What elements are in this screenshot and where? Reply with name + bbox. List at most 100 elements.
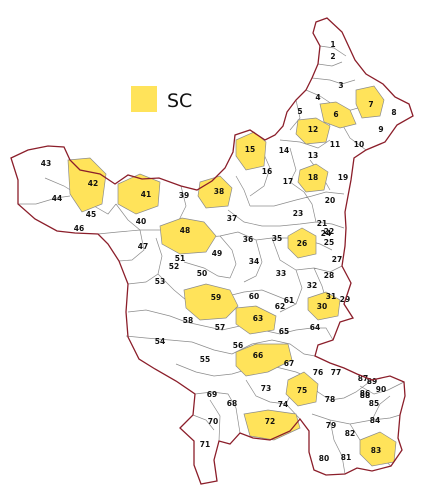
constituency-label-19: 19 — [338, 173, 348, 182]
constituency-label-84: 84 — [370, 416, 380, 425]
constituency-label-23: 23 — [293, 209, 303, 218]
constituency-label-5: 5 — [297, 107, 302, 116]
sc-regions — [67, 85, 397, 467]
constituency-label-88: 88 — [360, 391, 370, 400]
constituency-label-82: 82 — [345, 429, 355, 438]
constituency-label-28: 28 — [324, 271, 334, 280]
constituency-label-58: 58 — [183, 316, 193, 325]
constituency-label-15: 15 — [245, 145, 255, 154]
constituency-label-27: 27 — [332, 255, 342, 264]
constituency-label-30: 30 — [317, 302, 327, 311]
constituency-label-71: 71 — [200, 440, 210, 449]
constituency-label-61: 61 — [284, 296, 294, 305]
constituency-label-63: 63 — [253, 314, 263, 323]
legend: SC — [131, 86, 192, 112]
constituency-label-33: 33 — [276, 269, 286, 278]
constituency-label-44: 44 — [52, 194, 62, 203]
constituency-label-20: 20 — [325, 196, 335, 205]
constituency-label-79: 79 — [326, 421, 336, 430]
sc-region-30 — [307, 291, 341, 321]
constituency-label-36: 36 — [243, 235, 253, 244]
sc-region-48 — [159, 217, 217, 255]
sc-region-75 — [285, 371, 319, 407]
sc-region-66 — [235, 343, 293, 377]
constituency-label-62: 62 — [275, 302, 285, 311]
constituency-label-54: 54 — [155, 337, 165, 346]
constituency-label-69: 69 — [207, 390, 217, 399]
sc-region-41 — [117, 173, 161, 215]
constituency-label-78: 78 — [325, 395, 335, 404]
constituency-label-11: 11 — [330, 140, 340, 149]
constituency-label-8: 8 — [391, 108, 396, 117]
constituency-label-86: 86 — [360, 389, 370, 398]
constituency-label-76: 76 — [313, 368, 323, 377]
constituency-label-72: 72 — [265, 417, 275, 426]
constituency-label-39: 39 — [179, 191, 189, 200]
constituency-label-90: 90 — [376, 385, 386, 394]
constituency-label-4: 4 — [315, 93, 320, 102]
constituency-label-38: 38 — [214, 187, 224, 196]
legend-label-sc: SC — [167, 90, 192, 112]
state-border — [10, 17, 414, 485]
sc-region-42 — [67, 157, 107, 213]
constituency-label-10: 10 — [354, 140, 364, 149]
sc-region-26 — [287, 227, 317, 259]
constituency-label-49: 49 — [212, 249, 222, 258]
constituency-label-22: 22 — [324, 227, 334, 236]
sc-region-19 — [297, 163, 329, 193]
constituency-label-85: 85 — [369, 399, 379, 408]
constituency-label-75: 75 — [297, 386, 307, 395]
constituency-label-26: 26 — [297, 239, 307, 248]
constituency-label-70: 70 — [208, 417, 218, 426]
constituency-label-12: 12 — [308, 125, 318, 134]
constituency-label-81: 81 — [341, 453, 351, 462]
sc-region-59 — [183, 283, 239, 321]
constituency-label-64: 64 — [310, 323, 320, 332]
constituency-label-52: 52 — [169, 262, 179, 271]
constituency-label-21: 21 — [317, 219, 327, 228]
constituency-label-25: 25 — [324, 238, 334, 247]
constituency-label-56: 56 — [233, 341, 243, 350]
constituency-label-57: 57 — [215, 323, 225, 332]
constituency-label-7: 7 — [368, 100, 373, 109]
sc-region-7 — [355, 85, 385, 119]
constituency-label-43: 43 — [41, 159, 51, 168]
constituency-label-51: 51 — [175, 254, 185, 263]
constituency-label-83: 83 — [371, 446, 381, 455]
constituency-label-9: 9 — [378, 125, 383, 134]
constituency-label-89: 89 — [367, 377, 377, 386]
sc-region-63 — [235, 305, 277, 335]
constituency-label-67: 67 — [284, 359, 294, 368]
constituency-label-42: 42 — [88, 179, 98, 188]
constituency-label-48: 48 — [180, 226, 190, 235]
constituency-label-2: 2 — [330, 52, 335, 61]
constituency-label-41: 41 — [141, 190, 151, 199]
constituency-label-37: 37 — [227, 214, 237, 223]
constituency-label-55: 55 — [200, 355, 210, 364]
constituency-label-66: 66 — [253, 351, 263, 360]
constituency-label-35: 35 — [272, 234, 282, 243]
constituency-label-3: 3 — [338, 81, 343, 90]
constituency-label-87: 87 — [358, 374, 368, 383]
constituency-label-17: 17 — [283, 177, 293, 186]
constituency-label-53: 53 — [155, 277, 165, 286]
constituency-label-1: 1 — [330, 40, 335, 49]
constituency-label-46: 46 — [74, 224, 84, 233]
constituency-label-16: 16 — [262, 167, 272, 176]
sc-region-12 — [295, 117, 331, 145]
constituency-label-47: 47 — [138, 242, 148, 251]
constituency-label-59: 59 — [211, 293, 221, 302]
constituency-label-50: 50 — [197, 269, 207, 278]
constituency-label-73: 73 — [261, 384, 271, 393]
legend-swatch-sc — [131, 86, 157, 112]
constituency-label-74: 74 — [278, 400, 288, 409]
sc-region-6 — [319, 101, 357, 129]
constituency-label-40: 40 — [136, 217, 146, 226]
constituency-label-68: 68 — [227, 399, 237, 408]
constituency-label-77: 77 — [331, 368, 341, 377]
constituency-label-32: 32 — [307, 281, 317, 290]
constituency-label-18: 18 — [308, 173, 318, 182]
